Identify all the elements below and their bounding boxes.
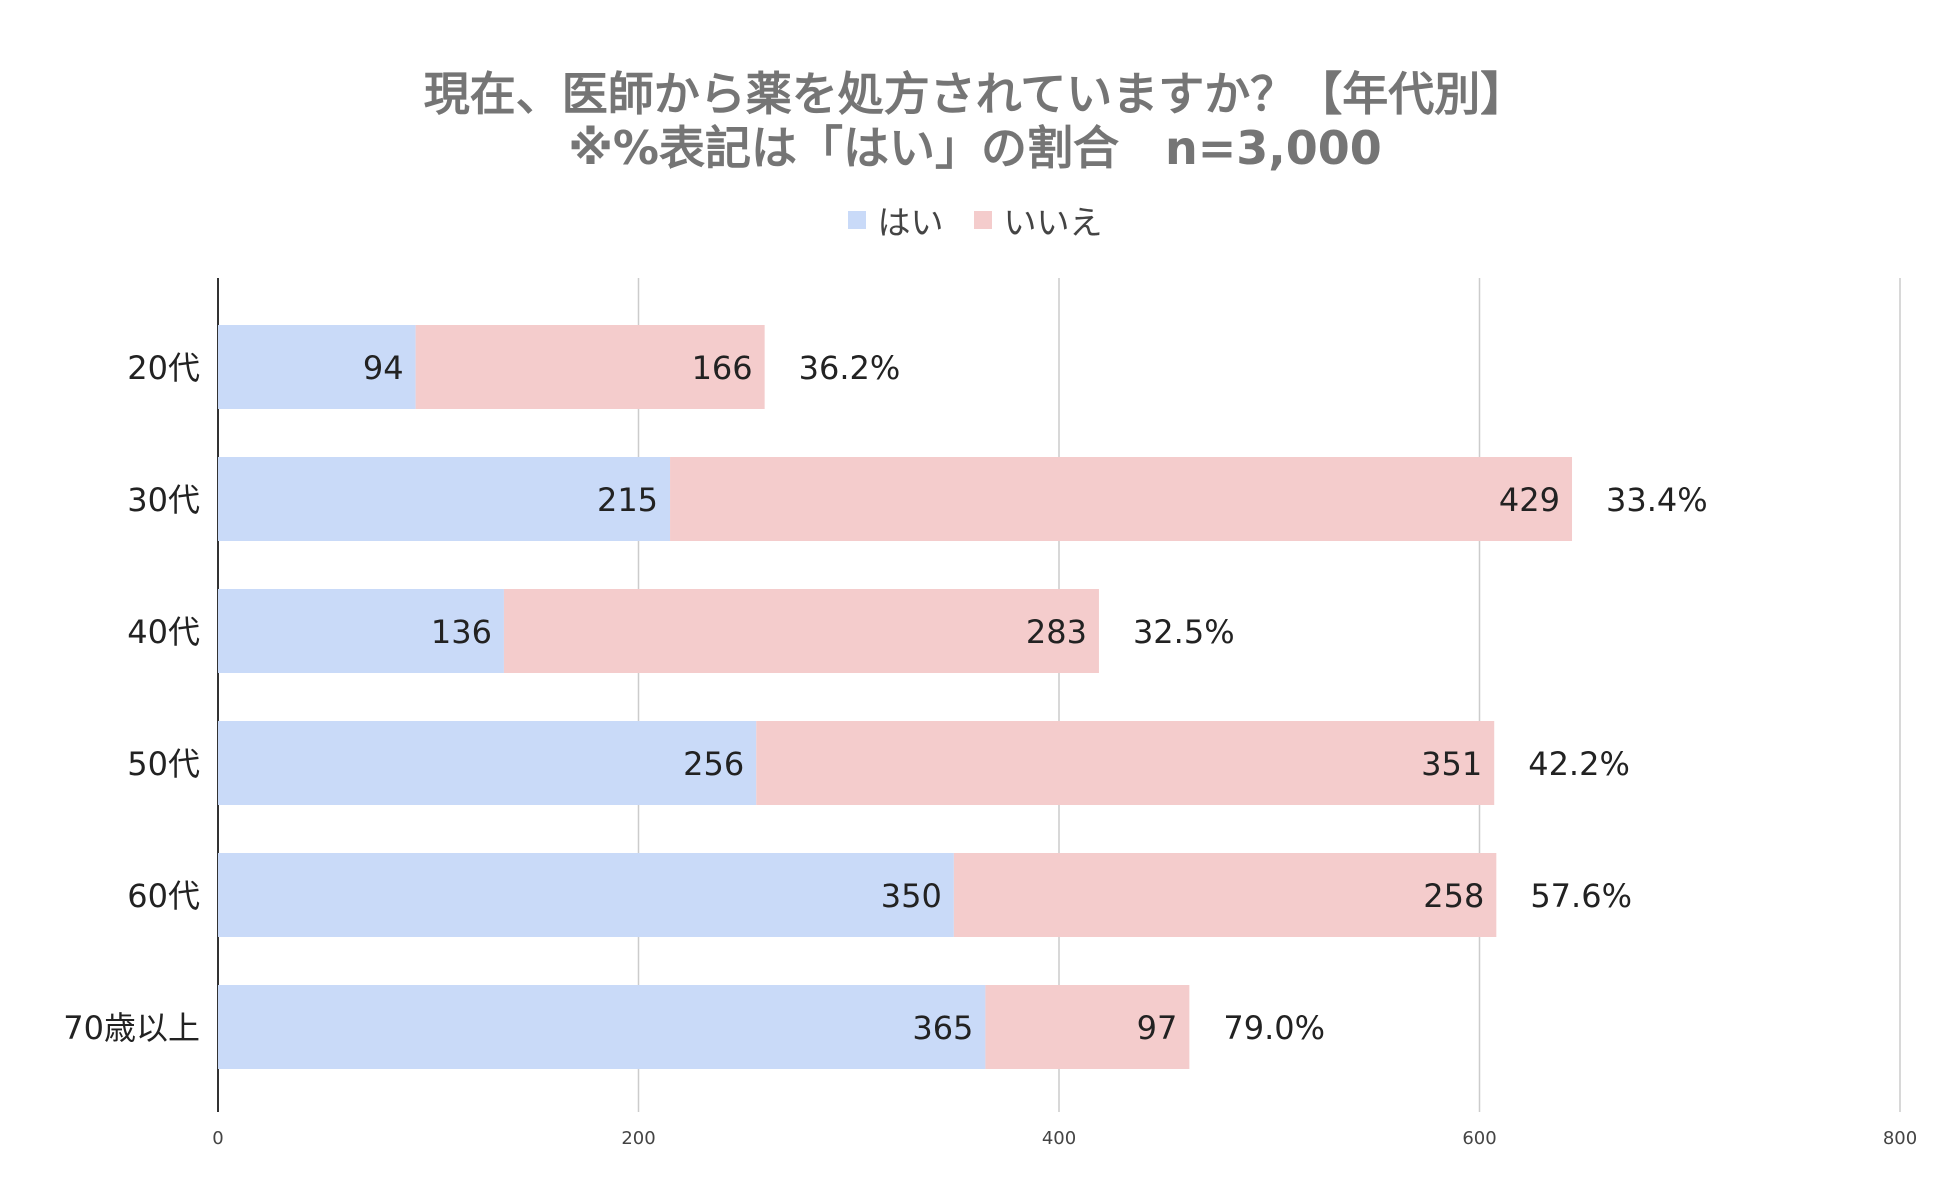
category-label: 50代 bbox=[127, 745, 200, 783]
percent-label: 79.0% bbox=[1223, 1009, 1325, 1047]
data-label: 97 bbox=[1137, 1009, 1178, 1047]
percent-label: 57.6% bbox=[1530, 877, 1632, 915]
bar-segment-no bbox=[415, 325, 765, 409]
legend-swatch-no bbox=[973, 211, 992, 229]
chart-title-line-2: ※%表記は「はい」の割合 n=3,000 bbox=[568, 121, 1382, 175]
category-label: 60代 bbox=[127, 877, 200, 915]
legend-item-no: いいえ bbox=[973, 196, 1103, 244]
bar-segment-no bbox=[985, 985, 1190, 1069]
data-label: 350 bbox=[881, 877, 942, 915]
legend: はい いいえ bbox=[0, 196, 1950, 244]
x-tick-label: 0 bbox=[212, 1128, 223, 1149]
chart-title-line-1: 現在、医師から薬を処方されていますか？【年代別】 bbox=[423, 67, 1527, 121]
percent-label: 42.2% bbox=[1528, 745, 1630, 783]
bar-segment-yes bbox=[218, 589, 504, 673]
data-label: 258 bbox=[1423, 877, 1484, 915]
data-label: 351 bbox=[1421, 745, 1482, 783]
percent-label: 36.2% bbox=[799, 349, 901, 387]
percent-label: 33.4% bbox=[1606, 481, 1708, 519]
legend-item-yes: はい bbox=[847, 196, 944, 244]
legend-label-yes: はい bbox=[877, 203, 944, 242]
x-tick-label: 600 bbox=[1462, 1128, 1496, 1149]
legend-label-no: いいえ bbox=[1003, 203, 1103, 242]
data-label: 429 bbox=[1499, 481, 1560, 519]
category-label: 70歳以上 bbox=[63, 1009, 200, 1047]
bar-segment-yes bbox=[218, 985, 986, 1069]
bar-segment-yes bbox=[218, 457, 671, 541]
bar-segment-yes bbox=[218, 853, 954, 937]
data-label: 166 bbox=[692, 349, 753, 387]
category-label: 40代 bbox=[127, 613, 200, 651]
percent-label: 32.5% bbox=[1133, 613, 1235, 651]
data-label: 136 bbox=[431, 613, 492, 651]
bar-segment-no bbox=[756, 721, 1495, 805]
category-label: 30代 bbox=[127, 481, 200, 519]
bar-segment-no bbox=[503, 589, 1099, 673]
x-tick-label: 200 bbox=[621, 1128, 655, 1149]
data-label: 283 bbox=[1026, 613, 1087, 651]
legend-swatch-yes bbox=[847, 211, 866, 229]
x-tick-label: 400 bbox=[1042, 1128, 1076, 1149]
x-tick-label: 800 bbox=[1883, 1128, 1917, 1149]
data-label: 215 bbox=[597, 481, 658, 519]
data-label: 94 bbox=[363, 349, 404, 387]
data-label: 256 bbox=[683, 745, 744, 783]
data-label: 365 bbox=[912, 1009, 973, 1047]
bar-segment-yes bbox=[218, 325, 416, 409]
bar-segment-no bbox=[670, 457, 1573, 541]
bar-segment-yes bbox=[218, 721, 757, 805]
category-label: 20代 bbox=[127, 349, 200, 387]
bar-segment-no bbox=[953, 853, 1497, 937]
